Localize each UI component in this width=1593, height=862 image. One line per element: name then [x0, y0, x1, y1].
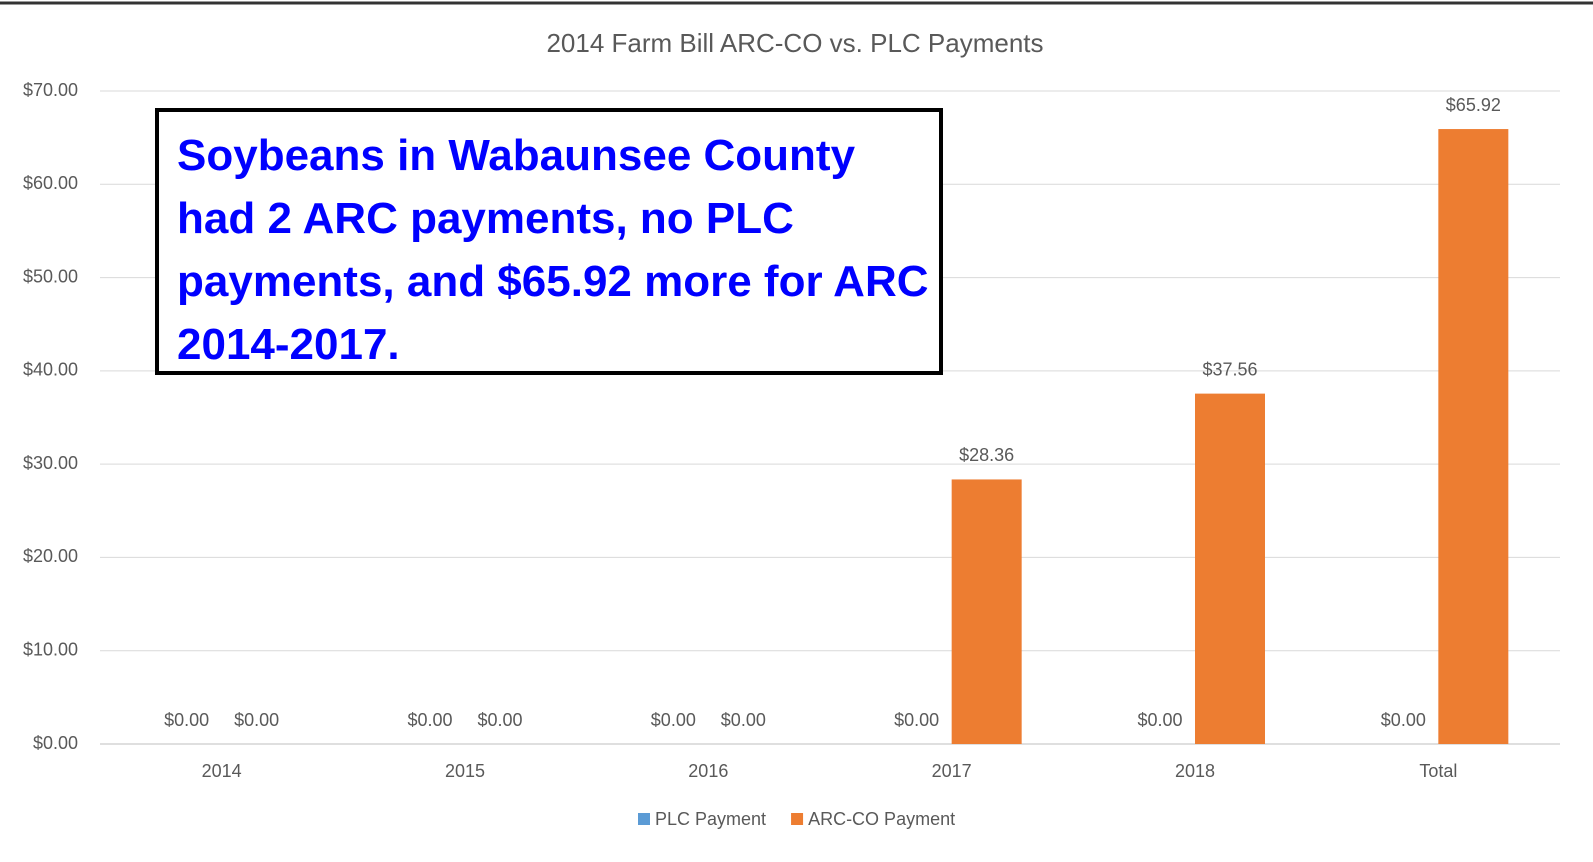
value-label: $0.00: [894, 710, 939, 730]
value-label: $0.00: [477, 710, 522, 730]
y-tick-label: $40.00: [23, 360, 78, 380]
y-tick-label: $60.00: [23, 173, 78, 193]
x-tick-label: 2018: [1175, 761, 1215, 781]
value-label: $0.00: [234, 710, 279, 730]
legend-swatch: [791, 813, 804, 825]
value-label: $65.92: [1446, 95, 1501, 115]
bar: [1195, 393, 1265, 744]
y-tick-label: $10.00: [23, 639, 78, 659]
x-tick-label: 2016: [688, 761, 728, 781]
value-label: $0.00: [1381, 710, 1426, 730]
y-tick-label: $70.00: [23, 80, 78, 100]
legend-label: PLC Payment: [655, 809, 766, 829]
x-tick-label: 2015: [445, 761, 485, 781]
y-tick-label: $20.00: [23, 546, 78, 566]
bar: [1438, 129, 1509, 745]
value-label: $37.56: [1202, 359, 1257, 379]
x-tick-label: Total: [1419, 761, 1457, 781]
legend-label: ARC-CO Payment: [808, 809, 955, 829]
y-tick-label: $50.00: [23, 266, 78, 286]
chart-title: 2014 Farm Bill ARC-CO vs. PLC Payments: [546, 28, 1043, 58]
value-label: $0.00: [1137, 710, 1182, 730]
value-label: $0.00: [164, 710, 209, 730]
bar: [951, 479, 1022, 744]
y-tick-label: $0.00: [33, 733, 78, 753]
x-tick-label: 2017: [932, 761, 972, 781]
legend-swatch: [638, 813, 650, 825]
x-tick-label: 2014: [202, 761, 242, 781]
y-tick-label: $30.00: [23, 453, 78, 473]
annotation: Soybeans in Wabaunsee County had 2 ARC p…: [155, 108, 943, 375]
value-label: $0.00: [721, 710, 766, 730]
value-label: $0.00: [651, 710, 696, 730]
value-label: $0.00: [407, 710, 452, 730]
value-label: $28.36: [959, 445, 1014, 465]
